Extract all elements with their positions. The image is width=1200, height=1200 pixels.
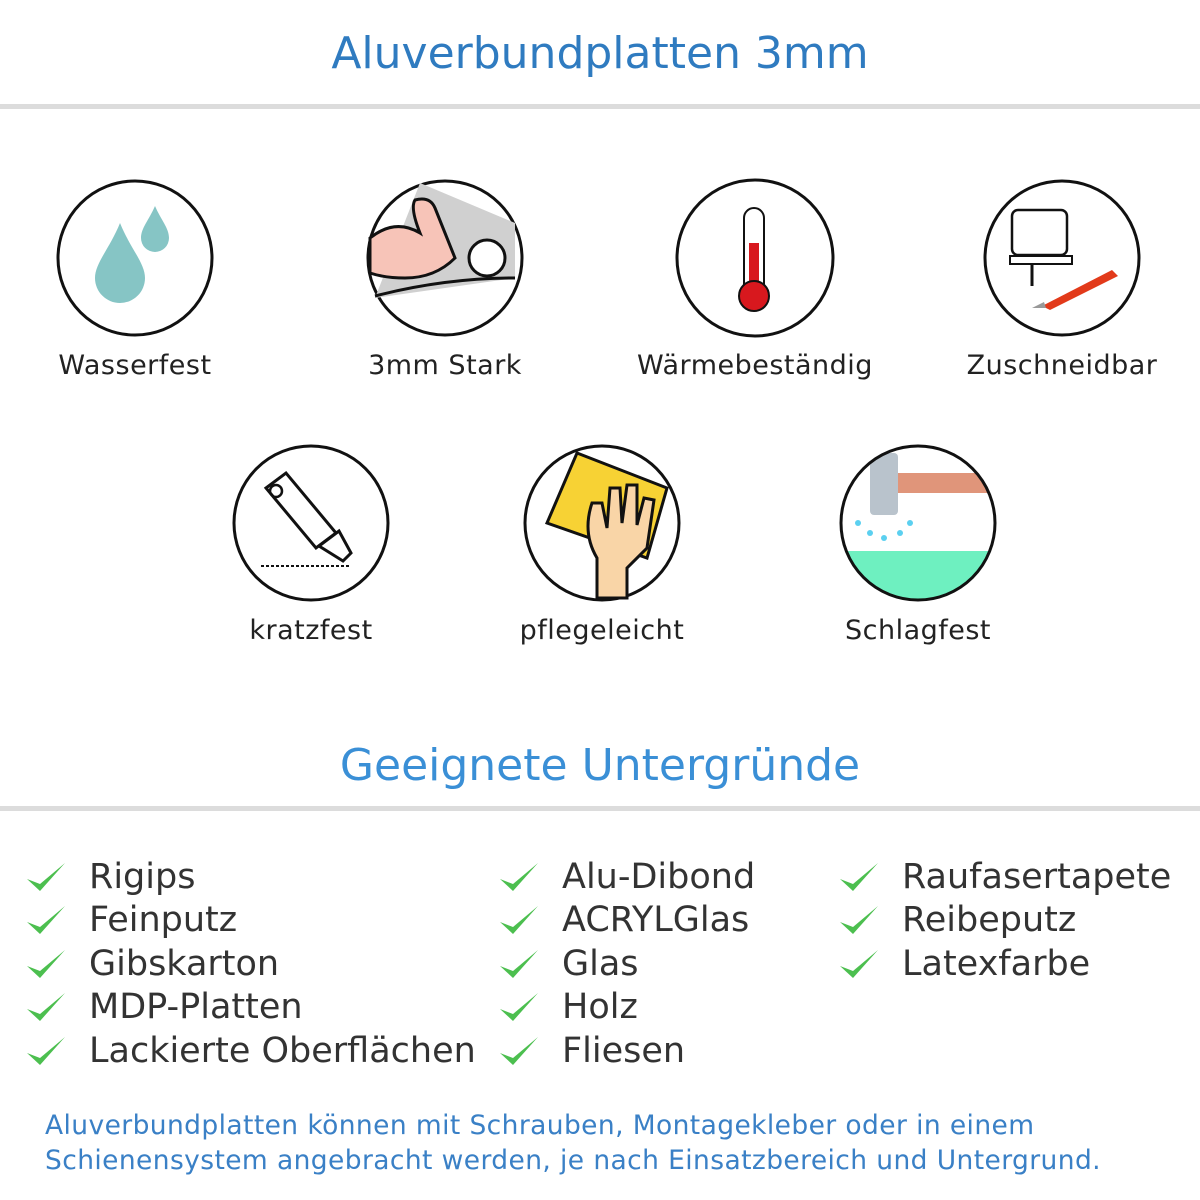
checkmark-icon <box>27 906 65 935</box>
surface-label: ACRYLGlas <box>562 900 750 941</box>
feature-kratzfest: kratzfest <box>161 443 461 646</box>
surface-list-item: Gibskarton <box>25 942 476 986</box>
footer-note: Aluverbundplatten können mit Schrauben, … <box>45 1108 1101 1178</box>
surface-list-item: Fliesen <box>498 1029 755 1073</box>
checkmark-icon <box>840 862 878 891</box>
strong-arm-icon <box>366 179 524 337</box>
surfaces-column-2: Alu-Dibond ACRYLGlas Glas Holz Fliesen <box>498 855 755 1073</box>
checkmark-icon <box>27 862 65 891</box>
feature-waermebestaendig: Wärmebeständig <box>605 178 905 381</box>
feature-label: Zuschneidbar <box>966 350 1158 381</box>
surface-label: Fliesen <box>562 1030 686 1071</box>
surface-label: Glas <box>562 943 639 984</box>
footer-line-2: Schienensystem angebracht werden, je nac… <box>45 1145 1101 1176</box>
surface-list-item: Reibeputz <box>838 899 1171 943</box>
feature-zuschneidbar: Zuschneidbar <box>912 178 1200 381</box>
surface-label: Feinputz <box>89 900 238 941</box>
surface-label: Gibskarton <box>89 943 280 984</box>
checkmark-icon <box>27 1036 65 1065</box>
surface-label: Alu-Dibond <box>562 856 756 897</box>
checkmark-icon <box>840 906 878 935</box>
surface-label: Holz <box>562 987 638 1028</box>
surfaces-column-1: Rigips Feinputz Gibskarton MDP-Platten Lacki… <box>25 855 476 1073</box>
feature-label: pflegeleicht <box>519 615 685 646</box>
feature-label: Wärmebeständig <box>637 350 873 381</box>
feature-schlagfest: Schlagfest <box>768 443 1068 646</box>
surface-list-item: Lackierte Oberflächen <box>25 1029 476 1073</box>
surfaces-column-3: Raufasertapete Reibeputz Latexfarbe <box>838 855 1171 986</box>
feature-label: 3mm Stark <box>368 350 522 381</box>
surface-list-item: Feinputz <box>25 899 476 943</box>
page-title: Aluverbundplatten 3mm <box>331 28 869 79</box>
surface-label: Reibeputz <box>902 900 1077 941</box>
surface-list-item: ACRYLGlas <box>498 899 755 943</box>
checkmark-icon <box>27 949 65 978</box>
feature-label: Wasserfest <box>58 350 212 381</box>
surface-label: Raufasertapete <box>902 856 1172 897</box>
hand-sponge-icon <box>523 444 681 602</box>
checkmark-icon <box>500 949 538 978</box>
box-cutter-icon <box>232 444 390 602</box>
checkmark-icon <box>840 949 878 978</box>
jigsaw-cutter-icon <box>983 179 1141 337</box>
surface-list-item: Rigips <box>25 855 476 899</box>
feature-wasserfest: Wasserfest <box>0 178 285 381</box>
surface-list-item: Holz <box>498 986 755 1030</box>
divider <box>0 806 1200 811</box>
footer-line-1: Aluverbundplatten können mit Schrauben, … <box>45 1110 1035 1141</box>
feature-label: Schlagfest <box>844 615 992 646</box>
surface-list-item: Raufasertapete <box>838 855 1171 899</box>
water-drops-icon <box>56 179 214 337</box>
surface-list-item: MDP-Platten <box>25 986 476 1030</box>
divider <box>0 104 1200 109</box>
feature-3mm-stark: 3mm Stark <box>295 178 595 381</box>
surface-list-item: Glas <box>498 942 755 986</box>
surface-label: MDP-Platten <box>89 987 303 1028</box>
feature-pflegeleicht: pflegeleicht <box>452 443 752 646</box>
surfaces-title: Geeignete Untergründe <box>339 740 861 791</box>
surface-label: Rigips <box>89 856 196 897</box>
checkmark-icon <box>500 862 538 891</box>
hammer-impact-icon <box>839 444 997 602</box>
feature-label: kratzfest <box>249 615 373 646</box>
surface-label: Lackierte Oberflächen <box>89 1030 476 1071</box>
surface-label: Latexfarbe <box>902 943 1091 984</box>
checkmark-icon <box>500 1036 538 1065</box>
checkmark-icon <box>27 993 65 1022</box>
surface-list-item: Latexfarbe <box>838 942 1171 986</box>
checkmark-icon <box>500 993 538 1022</box>
surface-list-item: Alu-Dibond <box>498 855 755 899</box>
checkmark-icon <box>500 906 538 935</box>
thermometer-icon <box>675 178 835 338</box>
